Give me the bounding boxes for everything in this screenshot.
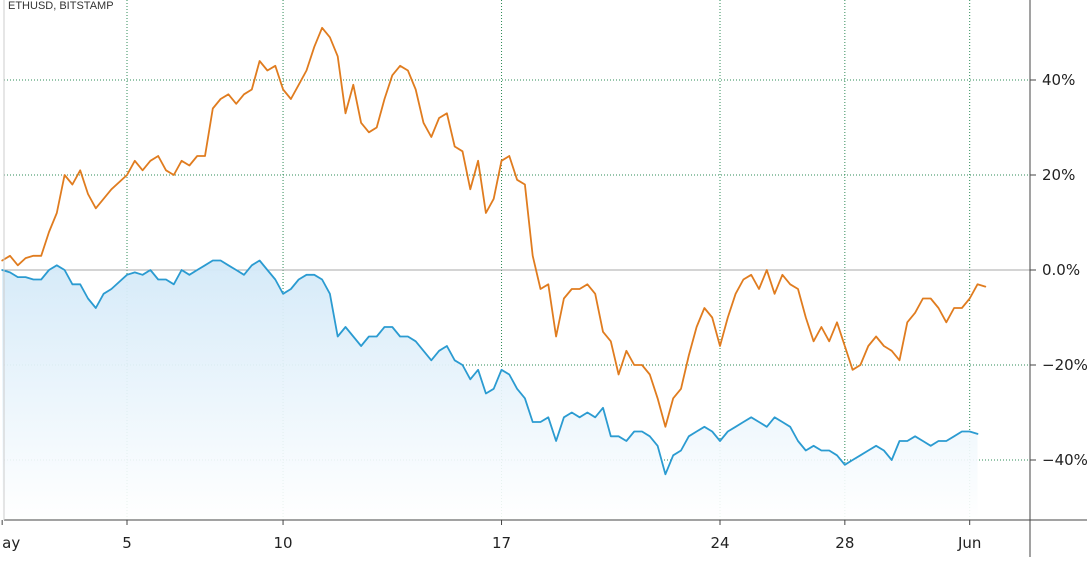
- y-tick-label: 0.0%: [1042, 261, 1080, 279]
- x-tick-label: 24: [710, 534, 729, 552]
- y-tick-label: 20%: [1042, 166, 1075, 184]
- series-lines: [1, 26, 987, 476]
- x-tick-label: 28: [835, 534, 854, 552]
- y-tick-label: −40%: [1042, 451, 1087, 469]
- x-tick-label: 10: [274, 534, 293, 552]
- y-tick-label: 40%: [1042, 71, 1075, 89]
- x-tick-label: 17: [492, 534, 511, 552]
- x-tick-label: ay: [2, 534, 20, 552]
- series-2-area: [2, 260, 978, 520]
- x-tick-label: 5: [122, 534, 132, 552]
- symbol-label: ETHUSD, BITSTAMP: [8, 0, 114, 12]
- series-2-line: [1, 259, 979, 476]
- y-tick-label: −20%: [1042, 356, 1087, 374]
- x-tick-label: Jun: [957, 534, 981, 552]
- area-fill: [2, 260, 978, 520]
- ethusd-series-line: [1, 26, 987, 428]
